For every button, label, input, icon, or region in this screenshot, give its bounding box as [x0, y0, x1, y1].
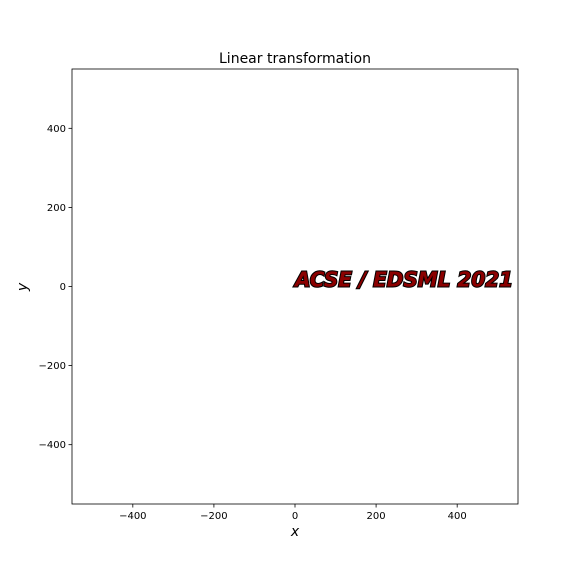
y-tick-label: −200 — [39, 361, 66, 372]
y-tick-label: 200 — [47, 203, 66, 214]
y-tick-label: −400 — [39, 440, 66, 451]
x-tick-label: 400 — [448, 511, 467, 522]
chart-title: Linear transformation — [219, 51, 371, 67]
plot-frame — [71, 68, 519, 505]
x-axis-ticks: −400 −200 0 200 400 — [119, 504, 467, 522]
x-tick-label: 0 — [292, 511, 298, 522]
x-tick-label: −200 — [200, 511, 227, 522]
y-axis-ticks: −400 −200 0 200 400 — [39, 124, 72, 451]
y-tick-label: 400 — [47, 124, 66, 135]
y-axis-label: y — [15, 282, 31, 292]
annotation-text: ACSE / EDSML 2021 — [293, 268, 513, 292]
x-axis-label: x — [290, 524, 300, 540]
plot-area — [72, 69, 518, 504]
x-tick-label: 200 — [367, 511, 386, 522]
y-tick-label: 0 — [60, 282, 66, 293]
x-tick-label: −400 — [119, 511, 146, 522]
annotations: ACSE / EDSML 2021 — [292, 267, 514, 293]
